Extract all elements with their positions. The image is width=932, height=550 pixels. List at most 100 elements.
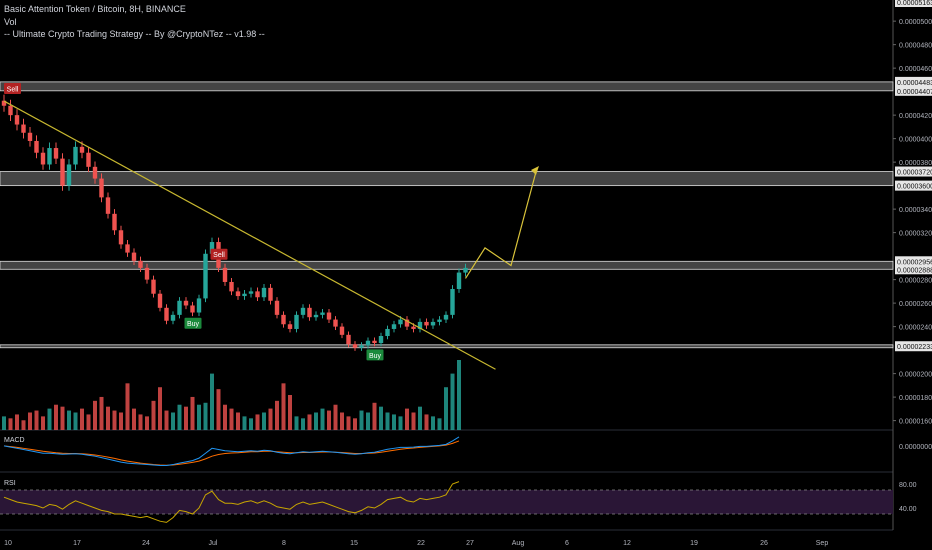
volume-bar	[268, 408, 273, 430]
candle-body	[138, 260, 143, 268]
volume-bar	[112, 410, 117, 430]
candle-body	[333, 319, 338, 327]
signal-label: Buy	[187, 321, 200, 328]
volume-bar	[158, 387, 162, 430]
time-tick-label: 12	[623, 540, 631, 547]
price-level-label: 0.00003720	[897, 170, 932, 177]
candle-body	[235, 291, 241, 297]
volume-bar	[60, 406, 65, 430]
candle-body	[40, 152, 46, 165]
volume-bar	[411, 412, 416, 430]
candle-body	[112, 213, 117, 231]
candle-body	[60, 158, 65, 186]
support-resistance-zone	[0, 81, 894, 92]
volume-bar	[333, 404, 338, 430]
volume-bar	[138, 414, 143, 430]
candle-body	[359, 345, 364, 348]
signal-label: Sell	[7, 87, 19, 94]
macd-line	[3, 436, 460, 467]
volume-bar	[86, 414, 91, 430]
support-resistance-zone	[0, 171, 894, 187]
candle-body	[417, 321, 423, 329]
candle-body	[300, 307, 306, 315]
volume-bar	[242, 416, 247, 430]
candle-body	[164, 307, 169, 321]
candle-body	[21, 124, 26, 133]
price-level-badge	[895, 341, 932, 352]
candle-body	[157, 293, 163, 308]
volume-bar	[346, 416, 351, 430]
price-level-label: 0.00005163	[897, 0, 932, 7]
candle-body	[456, 272, 462, 290]
volume-bar	[320, 408, 325, 430]
volume-bar	[314, 412, 318, 430]
candle-body	[372, 340, 377, 344]
volume-bar	[385, 412, 390, 430]
candle-body	[8, 105, 13, 116]
volume-bar	[353, 418, 357, 430]
support-resistance-zone	[0, 344, 894, 349]
candle-body	[14, 115, 20, 125]
volume-bar	[184, 406, 188, 430]
volume-bar	[119, 412, 123, 430]
time-tick-label: 10	[4, 540, 12, 547]
candle-body	[268, 287, 273, 301]
candle-body	[443, 314, 449, 320]
volume-bar	[418, 406, 422, 430]
rsi-tick-label: 40.00	[899, 506, 917, 513]
volume-bar	[327, 410, 331, 430]
candle-body	[378, 336, 384, 344]
volume-bar	[444, 387, 448, 430]
candle-body	[274, 300, 280, 315]
price-level-label: 0.00002233	[897, 344, 932, 351]
volume-bar	[8, 418, 13, 430]
volume-bar	[379, 406, 383, 430]
volume-bar	[47, 408, 52, 430]
candle-body	[92, 166, 98, 179]
time-tick-label: Jul	[209, 540, 218, 547]
volume-bar	[457, 360, 461, 430]
candle-body	[183, 300, 189, 306]
volume-bar	[21, 420, 26, 430]
buy-signal: Buy	[366, 349, 384, 361]
price-level-label: 0.00004407	[897, 89, 932, 96]
candle-body	[79, 146, 85, 153]
candle-body	[73, 146, 78, 165]
candle-body	[222, 267, 228, 282]
candle-body	[66, 164, 72, 186]
sell-signal: Sell	[4, 83, 21, 95]
candle-body	[320, 312, 325, 315]
candle-body	[281, 314, 286, 325]
volume-bar	[437, 418, 442, 430]
rsi-pane-label: RSI	[4, 480, 16, 487]
price-level-label: 0.00003600	[897, 184, 932, 191]
candle-body	[294, 314, 299, 329]
candle-body	[404, 319, 410, 327]
volume-bar	[34, 410, 39, 430]
projection-path[interactable]	[464, 167, 538, 279]
candle-body	[424, 321, 429, 326]
signal-badge	[4, 83, 21, 95]
volume-bar	[197, 404, 201, 430]
price-level-badge	[895, 0, 932, 7]
candle-body	[118, 230, 124, 245]
volume-bar	[398, 416, 403, 430]
volume-bar	[145, 416, 149, 430]
signal-badge	[366, 349, 384, 361]
candle-body	[125, 244, 130, 253]
macd-signal-line	[3, 440, 460, 466]
volume-bar	[288, 395, 292, 430]
descending-trendline[interactable]	[3, 100, 496, 370]
candle-body	[365, 340, 371, 346]
volume-bar	[28, 412, 32, 430]
volume-bar	[275, 400, 279, 430]
candle-body	[307, 307, 312, 318]
sell-signal: Sell	[210, 248, 228, 260]
candle-body	[437, 319, 442, 322]
